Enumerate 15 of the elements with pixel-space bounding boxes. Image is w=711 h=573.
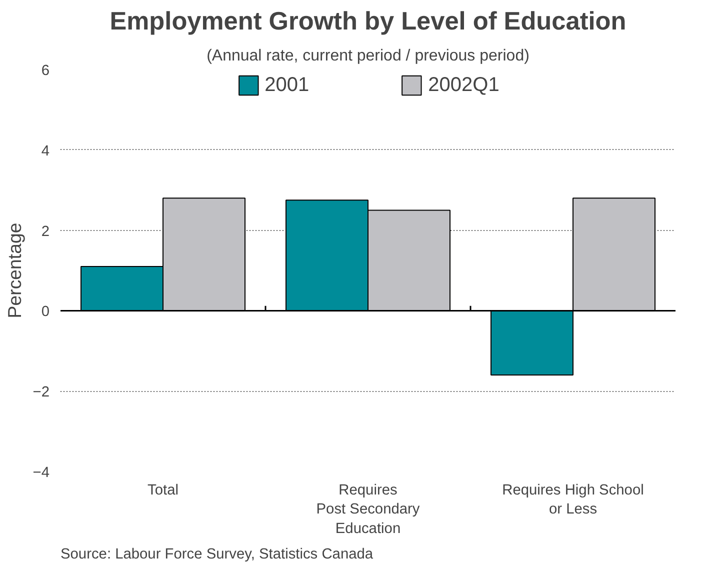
x-tick-label: Total	[148, 482, 178, 498]
y-tick-label: −2	[32, 384, 50, 401]
legend-label: 2002Q1	[428, 74, 500, 96]
chart-subtitle: (Annual rate, current period / previous period)	[206, 48, 530, 64]
chart-title: Employment Growth by Level of Education	[110, 8, 626, 36]
y-tick-label: 4	[41, 143, 50, 160]
x-tick-label: Requires High School or Less	[502, 482, 644, 518]
y-axis-title: Percentage	[4, 222, 25, 318]
y-tick-label: 2	[41, 224, 50, 240]
x-tick-label: Requires Post Secondary Education	[316, 482, 420, 537]
legend-label: 2001	[264, 74, 310, 96]
source-note: Source: Labour Force Survey, Statistics Canada	[60, 546, 374, 562]
y-tick-label: 0	[41, 304, 50, 320]
y-tick-label: −4	[32, 465, 50, 481]
y-tick-label: 6	[41, 63, 50, 79]
